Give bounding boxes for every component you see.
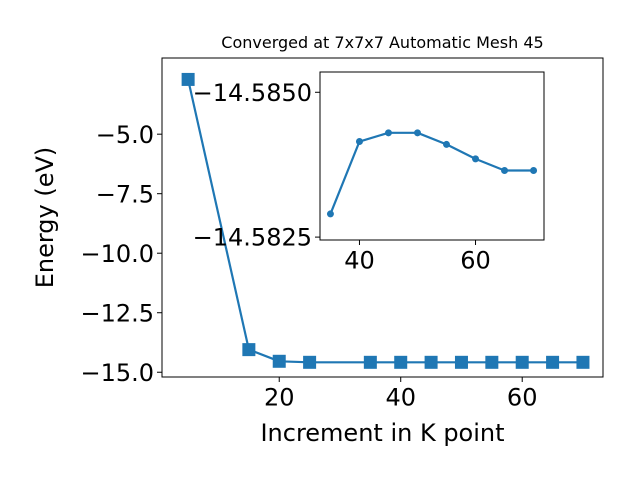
x-axis-label: Increment in K point (260, 419, 504, 447)
main-data-point (454, 355, 468, 369)
inset-data-point (530, 166, 538, 174)
chart-title: Converged at 7x7x7 Automatic Mesh 45 (221, 33, 543, 52)
main-data-point (546, 355, 560, 369)
inset-y-tick-label: −14.5825 (193, 224, 312, 252)
main-data-point (303, 355, 317, 369)
main-y-tick-label: −10.0 (80, 240, 154, 268)
inset-data-point (443, 140, 451, 148)
inset-data-point (326, 210, 334, 218)
inset-data-point (384, 129, 392, 137)
main-x-tick-label: 40 (385, 383, 416, 411)
inset-data-point (472, 155, 480, 163)
main-y-tick-label: −15.0 (80, 359, 154, 387)
main-data-point (181, 72, 195, 86)
main-x-tick-label: 20 (264, 383, 295, 411)
inset-data-point (355, 138, 363, 146)
inset-axes-frame (319, 71, 545, 241)
main-y-tick-label: −12.5 (80, 299, 154, 327)
inset-data-point (501, 166, 509, 174)
inset-x-tick-label: 40 (344, 246, 375, 274)
inset-data-point (413, 129, 421, 137)
inset-background (320, 72, 544, 240)
main-plot: 20 40 60 −5.0 −7.5 −10.0 −12.5 −15.0 Converged a… (31, 33, 604, 447)
main-data-point (394, 355, 408, 369)
main-axes-frame (161, 57, 604, 378)
inset-x-tick-label: 60 (460, 246, 491, 274)
inset-series-line (329, 131, 535, 216)
main-y-tick-label: −5.0 (96, 121, 154, 149)
main-data-point (576, 355, 590, 369)
main-x-tick-label: 60 (507, 383, 538, 411)
inset-plot: 40 60 −14.5850 −14.5825 (193, 71, 545, 274)
main-data-point (485, 355, 499, 369)
main-data-point (272, 354, 286, 368)
main-data-point (424, 355, 438, 369)
main-data-point (242, 343, 256, 357)
inset-y-tick-label: −14.5850 (193, 79, 312, 107)
main-y-tick-label: −7.5 (96, 180, 154, 208)
main-data-point (363, 355, 377, 369)
y-axis-label: Energy (eV) (31, 147, 59, 289)
main-data-point (515, 355, 529, 369)
